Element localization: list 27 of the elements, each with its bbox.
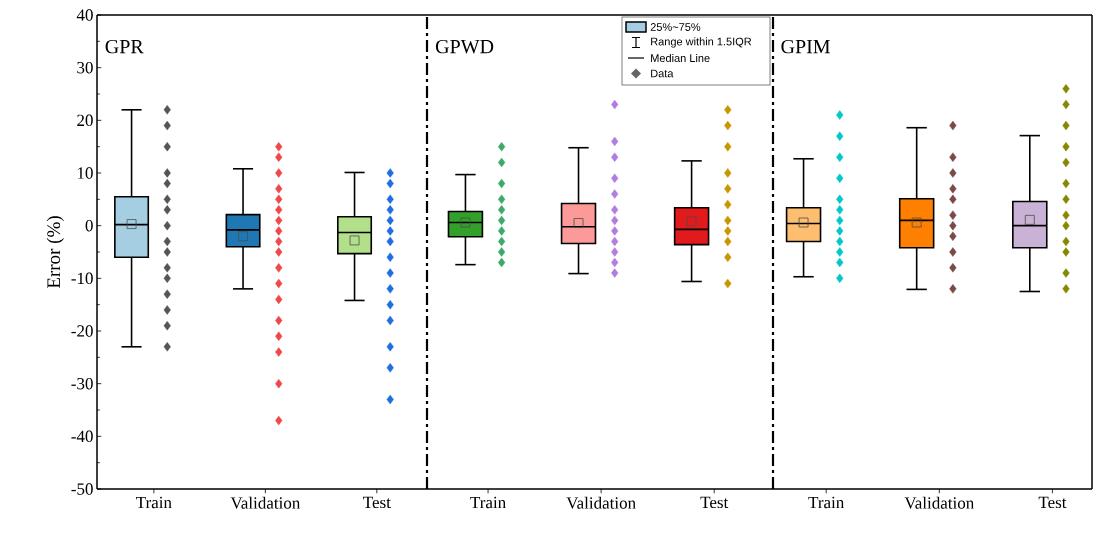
x-tick-label: Test <box>700 496 729 509</box>
y-tick-label: -30 <box>71 377 93 390</box>
x-tick-label: Train <box>808 496 845 509</box>
annotation: Median Line <box>651 53 710 63</box>
y-tick-label: 10 <box>77 167 93 179</box>
y-tick-label: 0 <box>85 219 93 232</box>
y-tick-label: -40 <box>71 430 93 443</box>
x-tick-label: Train <box>136 496 172 509</box>
x-tick-label: Test <box>363 496 391 509</box>
y-tick-label: -20 <box>71 325 93 337</box>
x-tick-label: Validation <box>566 496 636 509</box>
y-tick-label: -50 <box>71 483 93 495</box>
annotation: Range within 1.5IQR <box>651 37 752 48</box>
y-tick-label: 20 <box>77 114 93 127</box>
x-tick-label: Validation <box>230 496 301 509</box>
text: GPIM <box>781 39 830 54</box>
x-tick-label: Validation <box>904 496 975 509</box>
y-axis-title: Error (%) <box>46 216 64 289</box>
text: GPWD <box>435 39 494 54</box>
x-tick-label: Train <box>470 496 506 509</box>
annotation: 25%~75% <box>650 23 701 31</box>
text: GPR <box>105 39 144 54</box>
y-tick-label: 30 <box>77 61 93 74</box>
x-tick-label: Test <box>1038 496 1067 509</box>
y-tick-label: 40 <box>76 9 93 21</box>
annotation: Data <box>651 69 674 78</box>
y-tick-label: -10 <box>71 272 93 285</box>
